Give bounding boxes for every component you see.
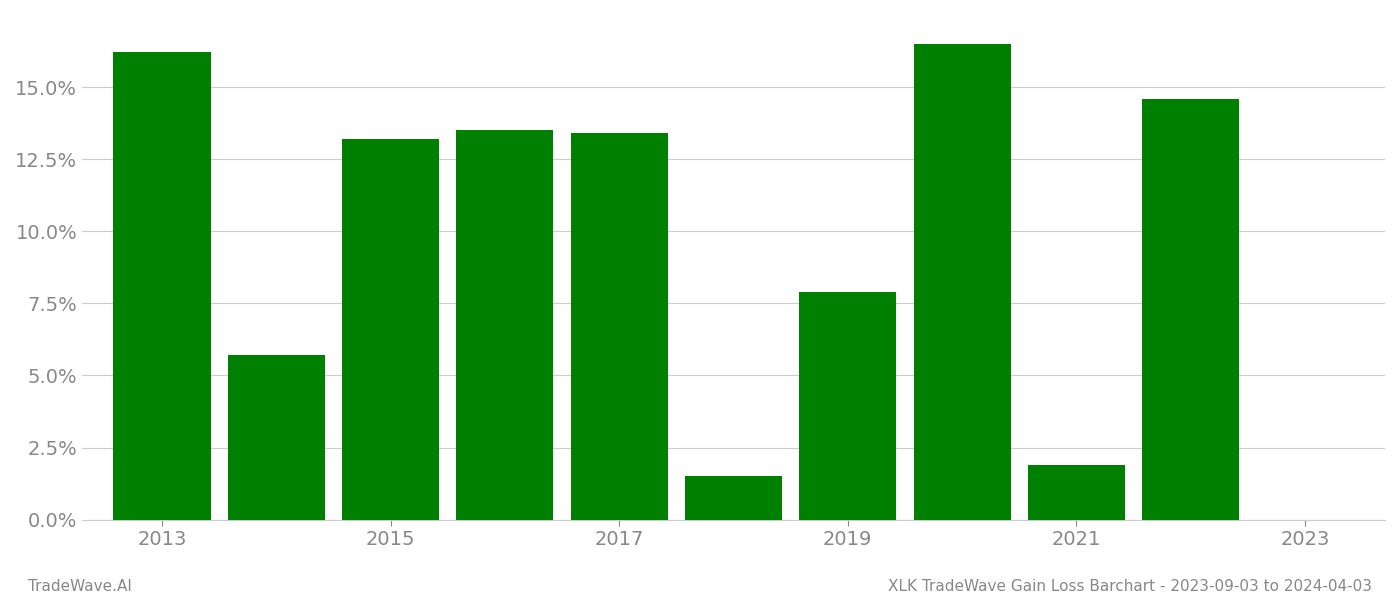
Bar — [228, 355, 325, 520]
Bar — [571, 133, 668, 520]
Bar — [456, 130, 553, 520]
Bar — [799, 292, 896, 520]
Bar — [685, 476, 783, 520]
Bar — [342, 139, 440, 520]
Bar — [113, 52, 210, 520]
Bar — [1142, 98, 1239, 520]
Bar — [1028, 465, 1126, 520]
Text: TradeWave.AI: TradeWave.AI — [28, 579, 132, 594]
Text: XLK TradeWave Gain Loss Barchart - 2023-09-03 to 2024-04-03: XLK TradeWave Gain Loss Barchart - 2023-… — [888, 579, 1372, 594]
Bar — [914, 44, 1011, 520]
